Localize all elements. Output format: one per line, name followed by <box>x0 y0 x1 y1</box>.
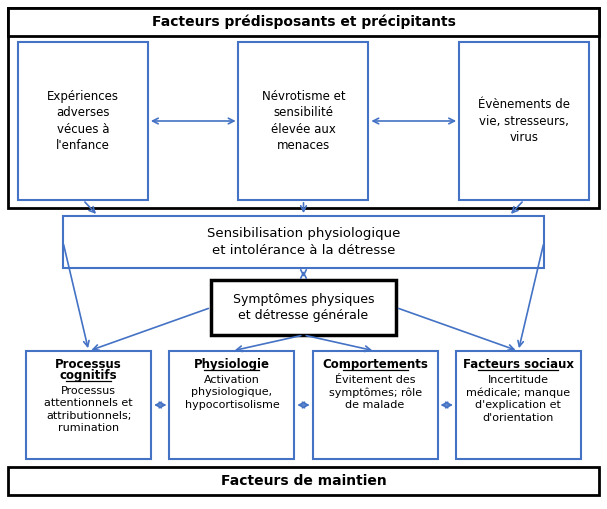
Text: Activation
physiologique,
hypocortisolisme: Activation physiologique, hypocortisolis… <box>185 375 279 410</box>
Text: Évènements de
vie, stresseurs,
virus: Évènements de vie, stresseurs, virus <box>478 98 570 144</box>
Bar <box>169 351 294 459</box>
Bar <box>26 351 151 459</box>
Bar <box>456 351 581 459</box>
Bar <box>8 8 599 36</box>
Text: Facteurs prédisposants et précipitants: Facteurs prédisposants et précipitants <box>152 15 455 29</box>
Bar <box>313 351 438 459</box>
Text: cognitifs: cognitifs <box>60 369 118 382</box>
Text: Expériences
adverses
vécues à
l'enfance: Expériences adverses vécues à l'enfance <box>47 90 119 152</box>
Text: Évitement des
symptômes; rôle
de malade: Évitement des symptômes; rôle de malade <box>328 375 422 410</box>
Text: Sensibilisation physiologique
et intolérance à la détresse: Sensibilisation physiologique et intolér… <box>207 227 400 257</box>
Text: Facteurs sociaux: Facteurs sociaux <box>463 358 574 371</box>
Text: Comportements: Comportements <box>322 358 428 371</box>
Bar <box>211 280 396 335</box>
Bar <box>63 216 544 268</box>
Text: Symptômes physiques
et détresse générale: Symptômes physiques et détresse générale <box>232 293 375 323</box>
Bar <box>8 8 599 208</box>
Text: Processus
attentionnels et
attributionnels;
rumination: Processus attentionnels et attributionne… <box>44 386 133 433</box>
Bar <box>8 467 599 495</box>
Text: Incertitude
médicale; manque
d'explication et
d'orientation: Incertitude médicale; manque d'explicati… <box>466 375 571 423</box>
Text: Processus: Processus <box>55 358 122 371</box>
Text: Facteurs de maintien: Facteurs de maintien <box>220 474 387 488</box>
Bar <box>239 42 368 200</box>
Bar <box>459 42 589 200</box>
Text: Névrotisme et
sensibilité
élevée aux
menaces: Névrotisme et sensibilité élevée aux men… <box>262 90 345 152</box>
Text: Physiologie: Physiologie <box>194 358 270 371</box>
Bar <box>18 42 148 200</box>
